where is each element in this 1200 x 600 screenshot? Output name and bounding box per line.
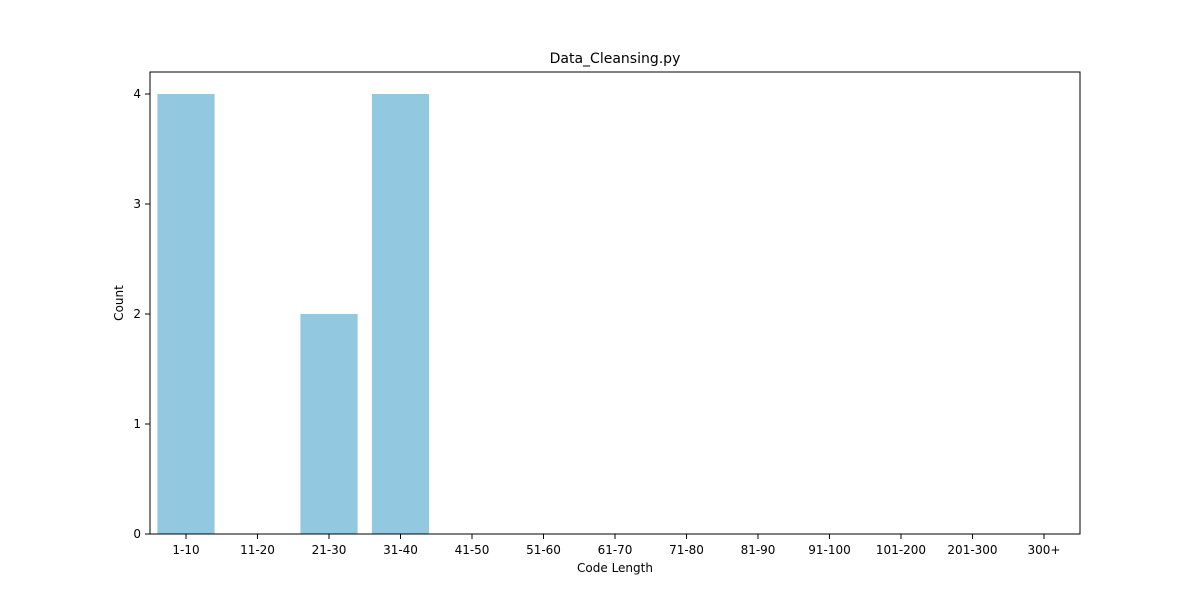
x-tick-label-21-30: 21-30: [312, 543, 347, 557]
y-tick-label: 4: [133, 87, 141, 101]
chart-title: Data_Cleansing.py: [550, 51, 681, 67]
x-tick-label-81-90: 81-90: [741, 543, 776, 557]
x-tick-label-61-70: 61-70: [598, 543, 633, 557]
x-tick-label-91-100: 91-100: [808, 543, 851, 557]
x-tick-label-11-20: 11-20: [240, 543, 275, 557]
y-tick-label: 0: [133, 527, 141, 541]
bars-group: [157, 94, 430, 534]
y-tick-label: 3: [133, 197, 141, 211]
x-axis-label: Code Length: [577, 561, 653, 575]
x-tick-label-1-10: 1-10: [172, 543, 199, 557]
x-tick-label-51-60: 51-60: [526, 543, 561, 557]
y-tick-label: 1: [133, 417, 141, 431]
bar-21-30: [300, 314, 358, 534]
x-tick-label-31-40: 31-40: [383, 543, 418, 557]
x-tick-label-71-80: 71-80: [669, 543, 704, 557]
x-axis: 1-10 11-20 21-30 31-40 41-50 51-60 61-70 71-80 8…: [172, 534, 1060, 557]
plot-frame: [149, 71, 1081, 535]
y-axis-label: Count: [112, 285, 126, 321]
bar-31-40: [371, 94, 430, 534]
x-tick-label-41-50: 41-50: [455, 543, 490, 557]
bar-1-10: [157, 94, 215, 534]
y-axis: 0 1 2 3 4: [133, 87, 150, 541]
y-tick-label: 2: [133, 307, 141, 321]
x-tick-label-101-200: 101-200: [876, 543, 926, 557]
x-tick-label-300+: 300+: [1028, 543, 1061, 557]
x-tick-label-201-300: 201-300: [947, 543, 997, 557]
